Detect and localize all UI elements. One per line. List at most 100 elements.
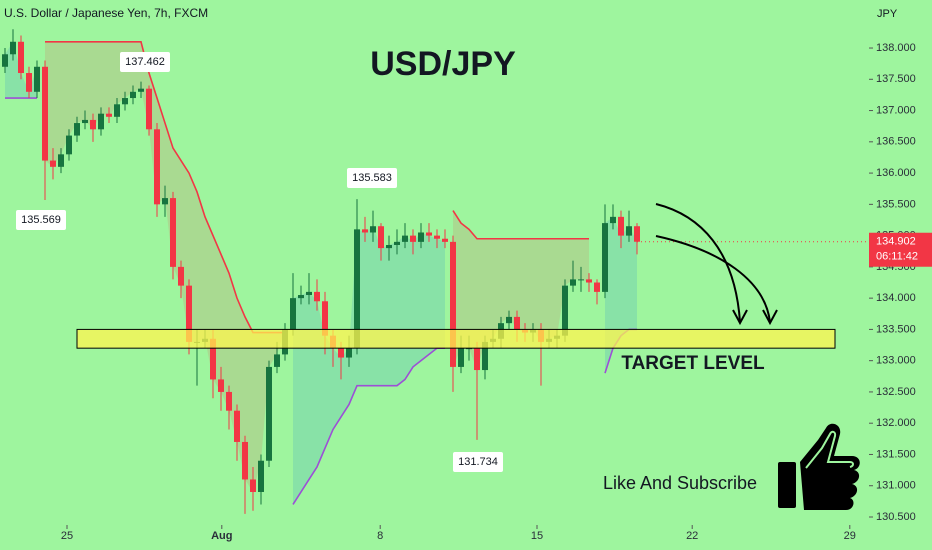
callout: 137.462 [125,56,165,68]
candle-body [170,198,176,267]
candle-body [578,279,584,281]
candle-body [338,348,344,358]
candle-body [458,348,464,367]
candle-body [218,379,224,392]
candle-body [514,316,520,330]
candle-body [426,232,432,236]
callout-box [347,168,397,188]
axis-unit: JPY [877,8,898,20]
candle-body [626,226,632,236]
candle-body [562,285,568,336]
candle-body [146,88,152,130]
candle-body [506,316,512,324]
candle-body [266,366,272,461]
candle-body [186,285,192,342]
candle-body [474,348,480,371]
candle-body [82,119,88,124]
chart-title: USD/JPY [370,45,516,83]
candle-body [210,338,216,380]
candle-body [450,241,456,367]
candle-body [234,410,240,442]
x-tick-label: Aug [211,530,232,542]
candle-body [106,113,112,117]
candle-body [26,73,32,92]
candle-body [610,216,616,224]
candle-body [482,341,488,371]
candle-body [2,54,8,67]
y-tick-label: 138.000 [876,42,916,54]
candle-body [290,298,296,330]
arrows [655,203,778,326]
candle-body [122,98,128,105]
candle-body [258,460,264,492]
candle-body [66,135,72,155]
y-tick-label: 131.500 [876,448,916,460]
candle-body [602,223,608,292]
candle-body [634,226,640,242]
last-price-label: 134.902 [876,236,916,248]
callout: 135.583 [352,172,392,184]
candle-body [394,241,400,245]
candle-body [226,391,232,411]
candle-body [442,238,448,242]
y-tick-label: 132.500 [876,386,916,398]
candle-body [434,235,440,239]
candle-body [386,244,392,249]
y-tick-label: 133.500 [876,323,916,335]
callout-box [16,210,66,230]
y-tick-label: 136.500 [876,136,916,148]
candle-body [618,216,624,236]
candle-body [306,291,312,296]
arrow [655,203,741,323]
candle-body [594,282,600,292]
candle-body [130,91,136,99]
y-tick-label: 135.500 [876,198,916,210]
candle-body [114,104,120,117]
trend-line [45,40,589,334]
candle-body [370,226,376,233]
candle-body [418,232,424,242]
y-tick-label: 137.500 [876,73,916,85]
candle-body [162,198,168,205]
symbol-label: U.S. Dollar / Japanese Yen, 7h, FXCM [4,6,208,20]
candle-body [18,41,24,74]
candle-body [466,348,472,350]
candle-body [250,479,256,492]
candle-body [138,88,144,92]
y-tick-label: 131.000 [876,480,916,492]
candle-body [362,229,368,233]
candle-body [10,41,16,55]
cta-text: Like And Subscribe [603,473,757,493]
candle-body [98,113,104,130]
callout-box [453,452,503,472]
candle-body [42,66,48,161]
candle-body [178,266,184,286]
last-price-tag [869,232,932,267]
candle-body [322,301,328,336]
x-tick-label: 25 [61,530,73,542]
callout: 131.734 [458,456,498,468]
arrow-head [732,309,748,326]
candle-body [586,279,592,283]
x-tick-label: 22 [686,530,698,542]
candle-body [314,291,320,302]
candle-body [90,119,96,130]
plot-area [2,29,873,529]
candle-body [570,279,576,286]
candle-body [346,348,352,358]
candle-body [50,160,56,167]
callout-box [120,52,170,72]
candle-body [58,154,64,167]
trend-fill [45,41,285,492]
y-tick-label: 132.000 [876,417,916,429]
callout: 135.569 [21,214,61,226]
y-tick-label: 134.000 [876,292,916,304]
candle-body [410,235,416,242]
zone-label: TARGET LEVEL [621,353,765,374]
candle-body [34,66,40,92]
x-tick-label: 29 [844,530,856,542]
y-tick-label: 130.500 [876,511,916,523]
candle-body [298,295,304,299]
candle-body [154,129,160,205]
